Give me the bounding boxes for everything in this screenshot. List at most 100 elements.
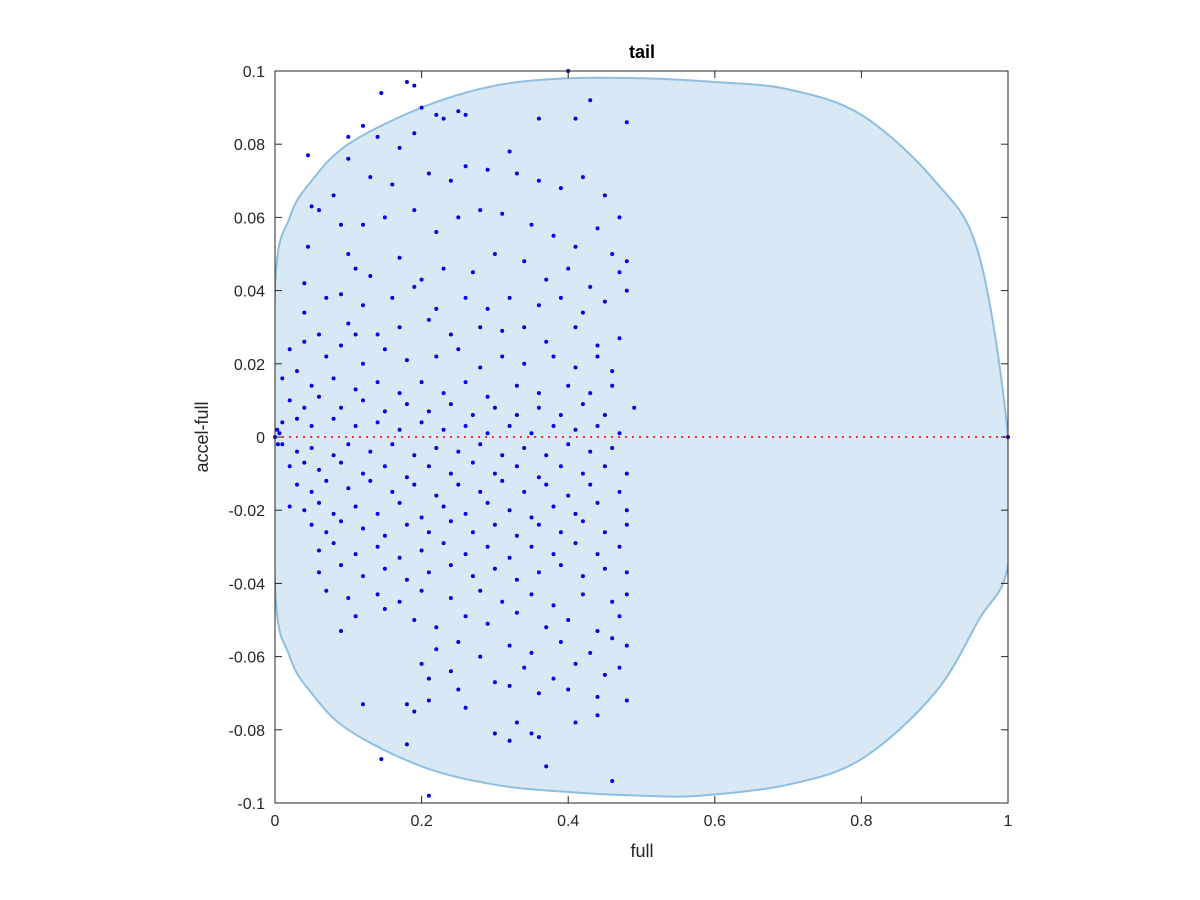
data-point [551,552,556,557]
data-point [397,255,402,260]
data-point [588,449,593,454]
data-point [353,332,358,337]
data-point [544,764,549,769]
data-point [456,640,461,644]
data-point [595,343,600,348]
data-point [426,793,431,798]
data-point [566,618,571,622]
data-point [275,442,280,447]
data-point [375,511,380,516]
data-point [566,442,571,447]
data-point [500,328,505,333]
y-tick-label: -0.06 [229,650,266,667]
data-point [331,416,336,421]
data-point [324,295,329,300]
data-point [302,508,307,513]
data-point [419,105,424,110]
data-point [412,83,417,88]
data-point [426,530,431,535]
x-tick-label: 0.6 [704,813,726,830]
data-point [412,284,417,289]
data-point [397,325,402,330]
data-point [617,431,622,436]
x-axis-label: full [630,841,653,861]
data-point [470,270,475,275]
data-point [287,398,292,403]
data-point [382,607,387,611]
data-point [492,252,497,256]
data-point [331,193,336,198]
data-point [522,665,527,670]
data-point [529,431,534,436]
data-point [566,687,571,692]
data-point [339,292,343,297]
data-point [492,522,497,527]
data-point [566,493,571,498]
x-tick-label: 0.8 [850,813,872,830]
y-tick-label: -0.04 [229,576,266,593]
data-point [324,478,329,483]
data-point [507,683,512,688]
data-point [624,471,629,476]
data-point [361,398,365,403]
data-point [434,446,439,450]
data-point [507,508,512,513]
data-point [295,416,299,421]
data-point [463,380,468,385]
data-point [280,442,285,447]
data-point [617,489,622,494]
data-point [610,383,615,388]
data-point [426,464,431,469]
data-point [500,354,505,359]
data-point [617,270,622,275]
data-point [346,442,351,447]
data-point [566,383,571,388]
data-point [463,511,468,516]
data-point [419,661,424,666]
data-point [456,687,461,692]
data-point [339,519,343,524]
data-point [551,504,556,509]
data-point [441,116,446,121]
data-point [448,178,453,183]
data-point [306,153,310,158]
data-point [426,676,431,681]
data-point [346,156,351,161]
data-point [573,427,578,432]
data-point [309,424,314,428]
data-point [434,493,439,498]
data-point [514,464,519,469]
data-point [595,552,600,557]
data-point [544,453,549,458]
data-point [317,548,321,553]
data-point [485,621,490,626]
data-point [463,295,468,300]
data-point [295,482,299,487]
data-point [624,120,629,125]
data-point [602,413,607,417]
data-point [397,555,402,560]
data-point [317,467,321,472]
data-point [492,731,497,736]
data-point [624,592,629,597]
data-point [361,303,365,308]
data-point [573,720,578,725]
data-point [463,164,468,169]
data-point [412,131,417,136]
data-point [470,530,475,535]
data-point [558,464,563,469]
data-point [353,614,358,619]
data-point [624,570,629,575]
data-point [610,369,615,374]
data-point [441,427,446,432]
data-point [448,402,453,407]
chart-title: tail [629,42,655,62]
data-point [390,295,395,300]
data-point [610,252,615,256]
data-point [419,380,424,385]
data-point [309,446,314,450]
data-point [551,354,556,359]
data-point [536,391,541,396]
data-point [456,449,461,454]
data-point [617,614,622,619]
